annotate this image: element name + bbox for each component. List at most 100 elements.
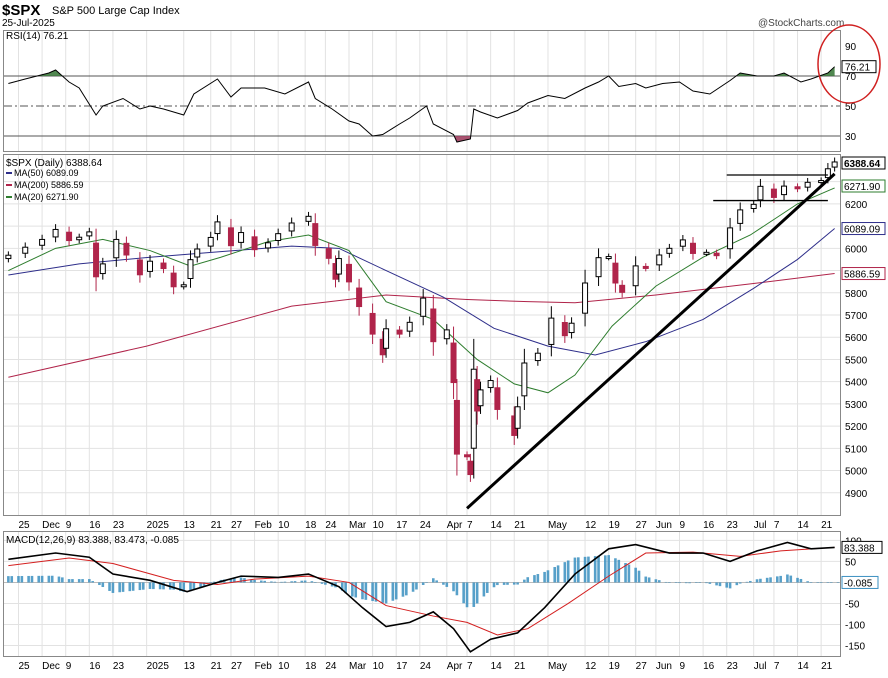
date-tick-label: 19: [609, 661, 621, 672]
price-tick-label: 5200: [845, 422, 868, 433]
macd-histogram-bar: [512, 582, 516, 585]
macd-histogram-bar: [647, 577, 651, 583]
candle-up: [605, 256, 612, 260]
date-tick-label: Feb: [255, 661, 273, 672]
macd-histogram-bar: [131, 582, 135, 591]
date-tick-label: Mar: [349, 520, 367, 531]
macd-histogram-bar: [657, 580, 661, 583]
candle-up: [818, 180, 825, 184]
price-value-label: 6388.64: [844, 159, 881, 170]
price-tick-label: 5600: [845, 333, 868, 344]
rsi-overbought-fill: [736, 73, 790, 76]
candle-down: [251, 236, 258, 251]
macd-histogram-bar: [324, 582, 327, 585]
macd-histogram-bar: [233, 578, 236, 583]
macd-histogram-bar: [40, 575, 44, 583]
macd-histogram-bar: [121, 582, 125, 592]
date-tick-label: Feb: [255, 520, 273, 531]
macd-value-label: 83.388: [844, 543, 875, 554]
macd-histogram-bar: [789, 575, 793, 583]
candle-up: [656, 254, 663, 266]
date-tick-label: 19: [609, 520, 621, 531]
price-series-label: $SPX (Daily) 6388.64: [6, 158, 103, 169]
date-tick-label: 10: [373, 661, 385, 672]
index-name: S&P 500 Large Cap Index: [52, 5, 180, 17]
macd-histogram-bar: [381, 582, 385, 603]
rsi-panel-frame: [3, 30, 841, 152]
price-value-flag: [841, 179, 886, 193]
candle-up: [5, 254, 12, 260]
date-tick-label: 10: [278, 520, 290, 531]
price-tick-label: 5800: [845, 289, 868, 300]
date-tick-label: 17: [396, 661, 408, 672]
date-tick-label: 9: [66, 520, 72, 531]
macd-histogram-bar: [654, 579, 658, 583]
histogram-value-label: -0.085: [844, 578, 873, 589]
candle-up: [187, 259, 194, 279]
candle-up: [22, 246, 29, 254]
candle-up: [595, 257, 602, 278]
macd-histogram-bar: [637, 570, 641, 583]
candle-up: [757, 185, 764, 201]
date-tick-label: May: [548, 661, 567, 672]
macd-histogram-bar: [516, 582, 519, 585]
candle-down: [369, 312, 376, 335]
rsi-overbought-fill: [819, 66, 835, 76]
macd-histogram-bar: [546, 570, 550, 583]
macd-histogram-bar: [533, 575, 536, 583]
candle-down: [312, 223, 319, 246]
price-tick-label: 5100: [845, 444, 868, 455]
candle-up: [727, 227, 734, 250]
macd-histogram-bar: [583, 556, 587, 583]
date-tick-label: 25: [18, 520, 30, 531]
candle-up: [750, 203, 757, 209]
macd-histogram-bar: [809, 582, 813, 583]
rsi-tick-label: 30: [845, 132, 857, 143]
date-tick-label: Dec: [42, 661, 60, 672]
macd-histogram-bar: [158, 582, 162, 590]
macd-histogram-bar: [718, 582, 722, 587]
date-tick-label: 14: [798, 661, 810, 672]
macd-histogram-bar: [678, 582, 681, 584]
date-tick-label: 21: [821, 661, 833, 672]
macd-histogram-bar: [624, 563, 627, 583]
candle-down: [467, 460, 474, 476]
macd-histogram-bar: [415, 582, 418, 590]
macd-histogram-bar: [735, 582, 739, 586]
price-tick-label: 5500: [845, 355, 868, 366]
date-tick-label: Jun: [656, 661, 672, 672]
macd-histogram-bar: [27, 575, 30, 583]
macd-histogram-bar: [698, 582, 702, 583]
date-tick-label: 9: [679, 520, 685, 531]
candle-up: [207, 236, 214, 247]
candle-down: [453, 399, 460, 455]
macd-histogram-bar: [192, 582, 196, 590]
date-tick-label: 18: [305, 661, 317, 672]
macd-histogram-bar: [506, 582, 509, 585]
macd-histogram-bar: [81, 579, 84, 583]
macd-histogram-bar: [779, 575, 782, 583]
macd-histogram-bar: [61, 577, 64, 583]
macd-histogram-bar: [819, 582, 823, 583]
rsi-axis: 90 70 50 30 76.21: [841, 42, 877, 143]
macd-histogram-bar: [364, 582, 368, 600]
macd-histogram-bar: [37, 575, 41, 583]
macd-histogram-bar: [452, 582, 455, 592]
macd-histogram-bar: [684, 582, 688, 584]
macd-histogram-bar: [465, 582, 469, 608]
candle-up: [180, 284, 187, 288]
candle-up: [824, 168, 831, 179]
ma200-line: [8, 273, 835, 378]
macd-histogram-bar: [290, 581, 293, 583]
date-tick-label: 21: [514, 520, 526, 531]
macd-histogram-bar: [273, 581, 277, 583]
macd-histogram-bar: [50, 575, 54, 583]
macd-histogram-bar: [445, 582, 449, 587]
date-axis-middle: 25 Dec 9 16 23 2025 13 21 27 Feb 10 18 24 Mar 10 17 24 Ap…: [18, 520, 832, 531]
macd-histogram-bar: [769, 577, 772, 583]
date-tick-label: 14: [491, 661, 503, 672]
date-tick-label: 23: [727, 661, 739, 672]
candle-down: [396, 329, 403, 335]
macd-histogram-bar: [475, 582, 479, 604]
